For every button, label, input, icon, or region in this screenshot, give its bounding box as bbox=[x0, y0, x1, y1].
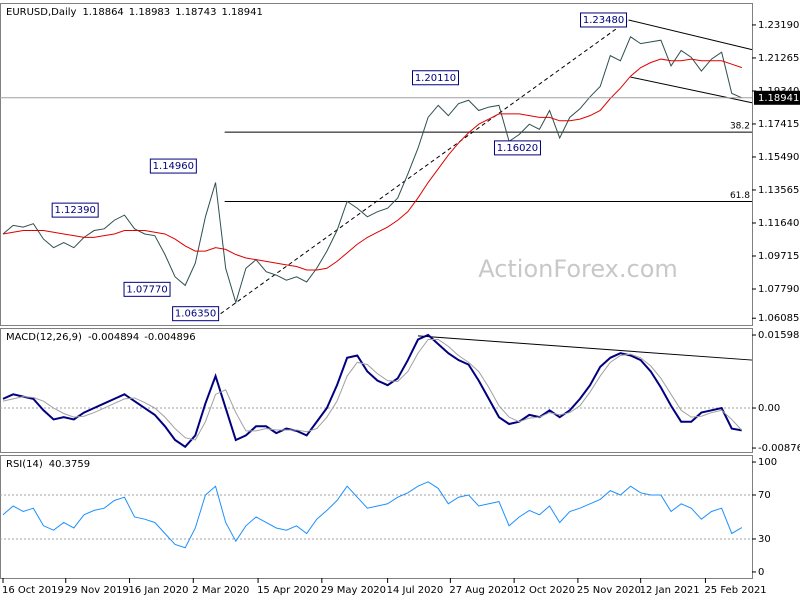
x-tick-label: 15 Apr 2020 bbox=[257, 585, 319, 596]
y-tick-label: -0.008762 bbox=[758, 443, 800, 454]
price-label-box bbox=[580, 12, 628, 28]
y-tick-label: 1.11640 bbox=[758, 218, 799, 229]
price-label-box bbox=[123, 281, 171, 297]
last-price-label: 1.18941 bbox=[758, 93, 799, 104]
x-tick-label: 12 Oct 2020 bbox=[513, 585, 575, 596]
panel-reading: 1.18864 bbox=[82, 7, 123, 18]
trend-line bbox=[630, 76, 753, 104]
y-tick-label: 0 bbox=[758, 567, 764, 578]
y-tick-label: 100 bbox=[758, 457, 777, 468]
price-label: 1.16020 bbox=[497, 143, 538, 154]
panel-title: RSI(14) bbox=[6, 459, 43, 470]
y-tick-label: 1.17415 bbox=[758, 119, 799, 130]
x-tick-label: 14 Jul 2020 bbox=[387, 585, 444, 596]
y-tick-label: 70 bbox=[758, 490, 771, 501]
y-tick-label: 1.23190 bbox=[758, 20, 799, 31]
x-tick-label: 16 Oct 2019 bbox=[2, 585, 64, 596]
panel-reading: -0.004896 bbox=[144, 332, 195, 343]
y-tick-label: 0.015983 bbox=[758, 330, 800, 341]
price-label-box bbox=[411, 70, 459, 86]
y-tick-label: 1.07790 bbox=[758, 284, 799, 295]
x-tick-label: 25 Nov 2020 bbox=[577, 585, 641, 596]
panel-title: EURUSD,Daily bbox=[6, 7, 77, 18]
series-line bbox=[2, 333, 743, 449]
last-price-box bbox=[754, 90, 800, 105]
y-tick-label: 1.21265 bbox=[758, 53, 799, 64]
y-tick-label: 1.06085 bbox=[758, 313, 799, 324]
x-tick-label: 16 Jan 2020 bbox=[129, 585, 189, 596]
panel-title: MACD(12,26,9) bbox=[6, 332, 82, 343]
price-label: 1.12390 bbox=[54, 205, 95, 216]
y-tick-label: 0.00 bbox=[758, 403, 780, 414]
y-tick-label: 1.15490 bbox=[758, 152, 799, 163]
price-label: 1.23480 bbox=[583, 15, 624, 26]
y-tick-label: 1.13565 bbox=[758, 185, 799, 196]
panel-frame bbox=[0, 455, 753, 579]
panel-reading: 40.3759 bbox=[49, 459, 90, 470]
price-label: 1.07770 bbox=[126, 284, 167, 295]
series-line bbox=[2, 481, 743, 549]
panel-reading: -0.004894 bbox=[88, 332, 139, 343]
watermark: ActionForex.com bbox=[478, 255, 678, 283]
price-label-box bbox=[493, 140, 541, 156]
x-tick-label: 2 Mar 2020 bbox=[192, 585, 249, 596]
series-line bbox=[2, 58, 743, 271]
price-label: 1.06350 bbox=[175, 309, 216, 320]
fib-label: 61.8 bbox=[730, 191, 750, 201]
panel-reading: 1.18743 bbox=[175, 7, 216, 18]
panel-frame bbox=[0, 328, 753, 453]
fib-label: 38.2 bbox=[730, 122, 750, 132]
series-line bbox=[2, 36, 743, 305]
y-tick-label: 1.09715 bbox=[758, 251, 799, 262]
price-label: 1.20110 bbox=[415, 73, 456, 84]
price-label-box bbox=[51, 202, 99, 218]
x-tick-label: 25 Feb 2021 bbox=[704, 585, 766, 596]
price-label-box bbox=[149, 158, 197, 174]
x-tick-label: 29 May 2020 bbox=[321, 585, 386, 596]
x-tick-label: 29 Nov 2019 bbox=[65, 585, 129, 596]
x-tick-label: 27 Aug 2020 bbox=[449, 585, 513, 596]
y-tick-label: 30 bbox=[758, 534, 771, 545]
price-label-box bbox=[172, 306, 220, 322]
trend-line bbox=[417, 335, 753, 361]
series-line bbox=[2, 339, 743, 441]
price-label: 1.14960 bbox=[153, 161, 194, 172]
x-tick-label: 12 Jan 2021 bbox=[640, 585, 700, 596]
panel-frame bbox=[0, 3, 753, 326]
trend-line bbox=[628, 19, 753, 51]
panel-reading: 1.18941 bbox=[222, 7, 263, 18]
panel-reading: 1.18983 bbox=[129, 7, 170, 18]
